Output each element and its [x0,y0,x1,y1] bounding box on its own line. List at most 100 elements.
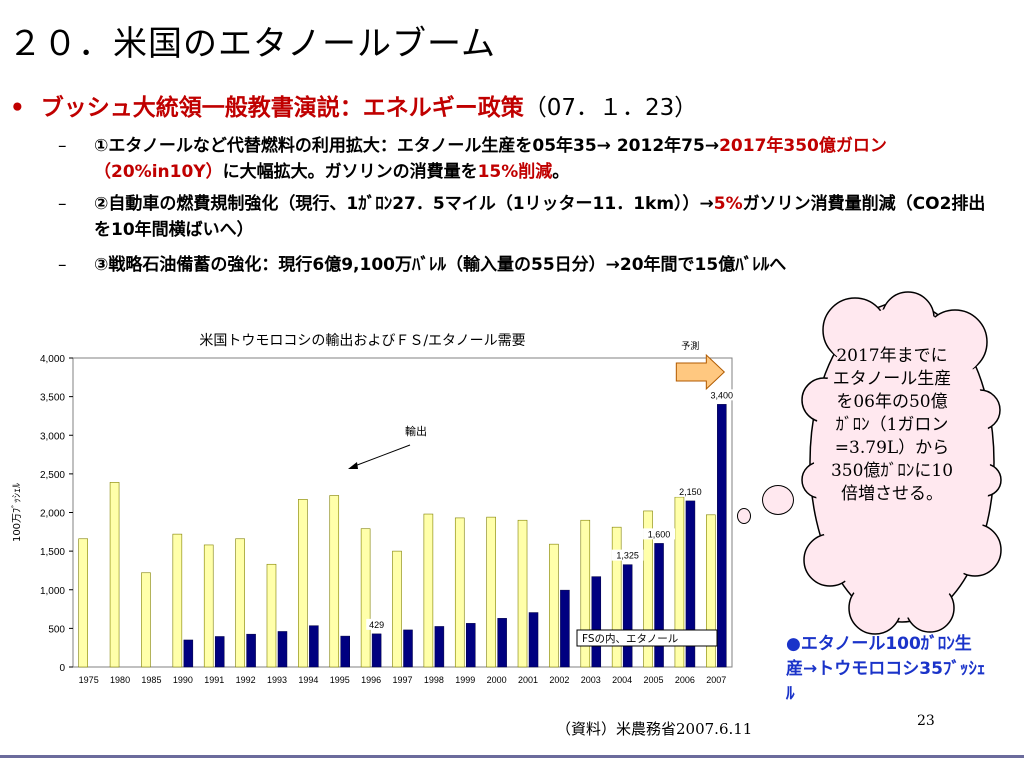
point-3-text: ③戦略石油備蓄の強化：現行6億9,100万ﾊﾞﾚﾙ（輸入量の55日分）→20年間… [94,252,992,278]
data-label: 1,600 [648,529,671,539]
export-annotation: 輸出 [405,424,427,438]
export-bar [706,514,716,668]
export-bar [517,519,528,668]
y-tick-label: 1,000 [40,586,65,597]
y-tick-label: 0 [59,663,65,674]
export-bar [423,513,434,668]
y-axis-label: 100万ﾌﾞｯｼｪﾙ [11,483,23,542]
point-2-part-2: 5% [713,194,743,214]
y-tick-label: 3,000 [40,431,65,442]
y-tick-label: 3,500 [40,393,65,404]
point-3: – ③戦略石油備蓄の強化：現行6億9,100万ﾊﾞﾚﾙ（輸入量の55日分）→20… [58,252,992,278]
x-tick-label: 2003 [581,675,601,685]
ethanol-bar [371,633,382,668]
x-tick-label: 2007 [706,675,726,685]
x-tick-label: 1995 [330,675,350,685]
chart-title: 米国トウモロコシの輸出およびＦＳ/エタノール需要 [199,333,525,349]
export-arrow-line [351,444,411,468]
x-tick-label: 2002 [549,675,569,685]
forecast-label: 予測 [681,340,699,352]
x-tick-label: 1999 [455,675,475,685]
y-tick-label: 4,000 [40,354,65,365]
export-bar [172,533,183,668]
headline-main: ブッシュ大統領一般教書演説：エネルギー政策 [40,95,524,121]
x-tick-label: 1996 [361,675,381,685]
export-bar [360,528,371,668]
point-1: – ①エタノールなど代替燃料の利用拡大：エタノール生産を05年35→ 2012年… [58,133,992,185]
ethanol-callout-box [576,629,718,647]
point-1-part-1: ①エタノールなど代替燃料の利用拡大：エタノール生産を05年35→ 2012年75… [94,136,720,156]
export-bar [329,495,340,668]
x-tick-label: 1991 [204,675,224,685]
export-bar [611,526,622,668]
x-tick-label: 2006 [675,675,695,685]
dash-icon: – [58,194,67,214]
export-bar [298,499,308,668]
export-bar [643,510,653,668]
data-label: 1,325 [616,551,639,561]
export-bar [141,572,151,668]
export-bar [580,519,591,668]
page-number: 23 [917,713,935,729]
corn-demand-chart: 0 500 1,000 1,500 2,000 2,500 3,000 3,500 4,000 1… [11,333,738,685]
x-tick-label: 2004 [612,675,632,685]
data-label-bg [366,618,388,630]
x-tick-label: 2001 [518,675,538,685]
dash-icon: – [58,136,67,156]
point-1-part-3: に大幅拡大。ガソリンの消費量を [222,162,478,182]
source-note: （資料）米農務省2007.6.11 [556,720,753,738]
export-bar [674,496,685,668]
export-bar [235,538,245,668]
ethanol-bar [183,639,194,668]
headline: • ブッシュ大統領一般教書演説：エネルギー政策（07．１．23） [10,88,697,122]
bullet-icon: • [10,95,25,121]
x-tick-label: 1997 [392,675,412,685]
data-label-bg [643,528,676,540]
ethanol-bar [340,635,350,668]
cloud-tail-medium [762,485,794,515]
x-tick-label: 1975 [79,675,99,685]
ethanol-bar [403,629,413,668]
x-tick-label: 2000 [487,675,507,685]
point-1-part-2: 2017年350億ガロン（20%in10Y） [94,136,887,182]
x-tick-label: 2005 [644,675,664,685]
ethanol-bar [654,543,664,668]
ethanol-bar [560,589,570,668]
data-label: 429 [369,620,384,630]
data-label-bg [674,485,707,497]
export-bar [486,516,496,668]
data-label-bg [611,549,644,561]
x-tick-label: 1994 [298,675,318,685]
point-1-text: ①エタノールなど代替燃料の利用拡大：エタノール生産を05年35→ 2012年75… [94,133,992,185]
export-bar [392,550,402,668]
x-tick-label: 1998 [424,675,444,685]
point-1-part-4: 15%削減 [477,162,553,182]
forecast-arrow-icon [675,353,726,391]
footer-rule [0,755,1024,758]
x-tick-label: 1993 [267,675,287,685]
export-bar [78,538,88,668]
y-tick-label: 500 [48,624,65,635]
export-arrow-head [348,462,358,469]
cloud-text: 2017年までにエタノール生産を06年の50億ｶﾞﾛﾝ（1ガロン=3.79L）か… [830,346,954,504]
ethanol-bar [277,631,288,668]
export-bar [203,544,214,668]
data-label: 3,400 [711,390,734,400]
export-bar [549,543,559,668]
export-bar [454,517,465,668]
y-tick-label: 2,000 [40,509,65,520]
ethanol-bar [246,633,256,668]
data-label: 2,150 [679,487,702,497]
ethanol-callout-label: FSの内、エタノール [582,632,678,645]
data-label-bg [705,389,738,401]
plot-area [72,357,733,668]
ethanol-bar [622,564,633,668]
point-1-part-5: 。 [552,162,570,182]
ethanol-bar [309,625,319,668]
ethanol-bar [466,623,476,668]
x-tick-label: 1985 [141,675,161,685]
ethanol-bar [717,404,727,668]
point-2-part-3: ガソリン消費量削減（CO2排出を10年間横ばいへ） [94,194,986,240]
ethanol-bar [497,618,507,668]
headline-date: （07．１．23） [523,95,698,121]
